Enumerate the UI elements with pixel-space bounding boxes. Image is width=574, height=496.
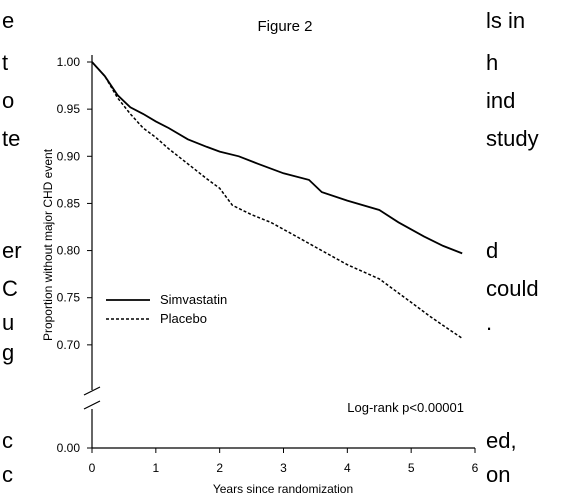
series-group	[91, 61, 463, 339]
x-axis-label: Years since randomization	[213, 482, 353, 496]
chart-title: Figure 2	[257, 18, 312, 35]
y-tick-label: 0.80	[57, 244, 81, 258]
bg-right-fragment: ed,	[486, 428, 517, 453]
series-line-placebo	[91, 61, 463, 339]
bg-left-fragment: er	[2, 238, 22, 263]
bg-left-fragment: C	[2, 276, 18, 301]
bg-left-fragment: g	[2, 340, 15, 365]
bg-right-fragment: study	[486, 126, 539, 151]
bg-left-fragment: c	[2, 462, 13, 487]
bg-left-fragment: t	[2, 50, 9, 75]
log-rank-annotation: Log-rank p<0.00001	[347, 400, 464, 415]
bg-left-fragment: c	[2, 428, 13, 453]
legend: Simvastatin Placebo	[106, 292, 227, 326]
legend-label-simvastatin: Simvastatin	[160, 292, 227, 307]
bg-left-fragment: te	[2, 126, 21, 151]
bg-right-fragment: on	[486, 462, 511, 487]
y-tick-label: 0.75	[57, 291, 81, 305]
bg-left-fragment: e	[2, 8, 15, 33]
bg-right-fragment: ind	[486, 88, 516, 113]
y-tick-label: 0.90	[57, 149, 81, 163]
axis-break-mark	[83, 386, 101, 396]
y-tick-label: 0.70	[57, 338, 81, 352]
bg-left-fragment: u	[2, 310, 15, 335]
legend-label-placebo: Placebo	[160, 311, 207, 326]
y-ticks: 1.00 0.95 0.90 0.85 0.80 0.75 0.70	[57, 55, 92, 352]
chart-background	[30, 0, 478, 496]
bg-right-fragment: ls in	[486, 8, 526, 33]
x-tick-label: 3	[280, 461, 287, 475]
x-tick-label: 4	[344, 461, 351, 475]
y-axis-label: Proportion without major CHD event	[41, 148, 55, 341]
bg-right-fragment: d	[486, 238, 499, 263]
x-tick-label: 5	[408, 461, 415, 475]
series-line-simvastatin	[91, 61, 463, 255]
x-tick-label: 6	[472, 461, 479, 475]
bg-left-fragment: o	[2, 88, 15, 113]
y-tick-label-zero: 0.00	[57, 441, 81, 455]
y-tick-label: 0.95	[57, 102, 81, 116]
bg-right-fragment: h	[486, 50, 499, 75]
axis-break-mark	[83, 400, 101, 410]
y-tick-label: 0.85	[57, 196, 81, 210]
y-tick-label: 1.00	[57, 55, 81, 69]
x-tick-label: 1	[152, 461, 159, 475]
x-tick-label: 2	[216, 461, 223, 475]
x-ticks: 0 1 2 3 4 5 6	[89, 448, 479, 475]
bg-right-fragment: .	[486, 310, 493, 335]
bg-right-fragment: could	[486, 276, 539, 301]
x-tick-label: 0	[89, 461, 96, 475]
